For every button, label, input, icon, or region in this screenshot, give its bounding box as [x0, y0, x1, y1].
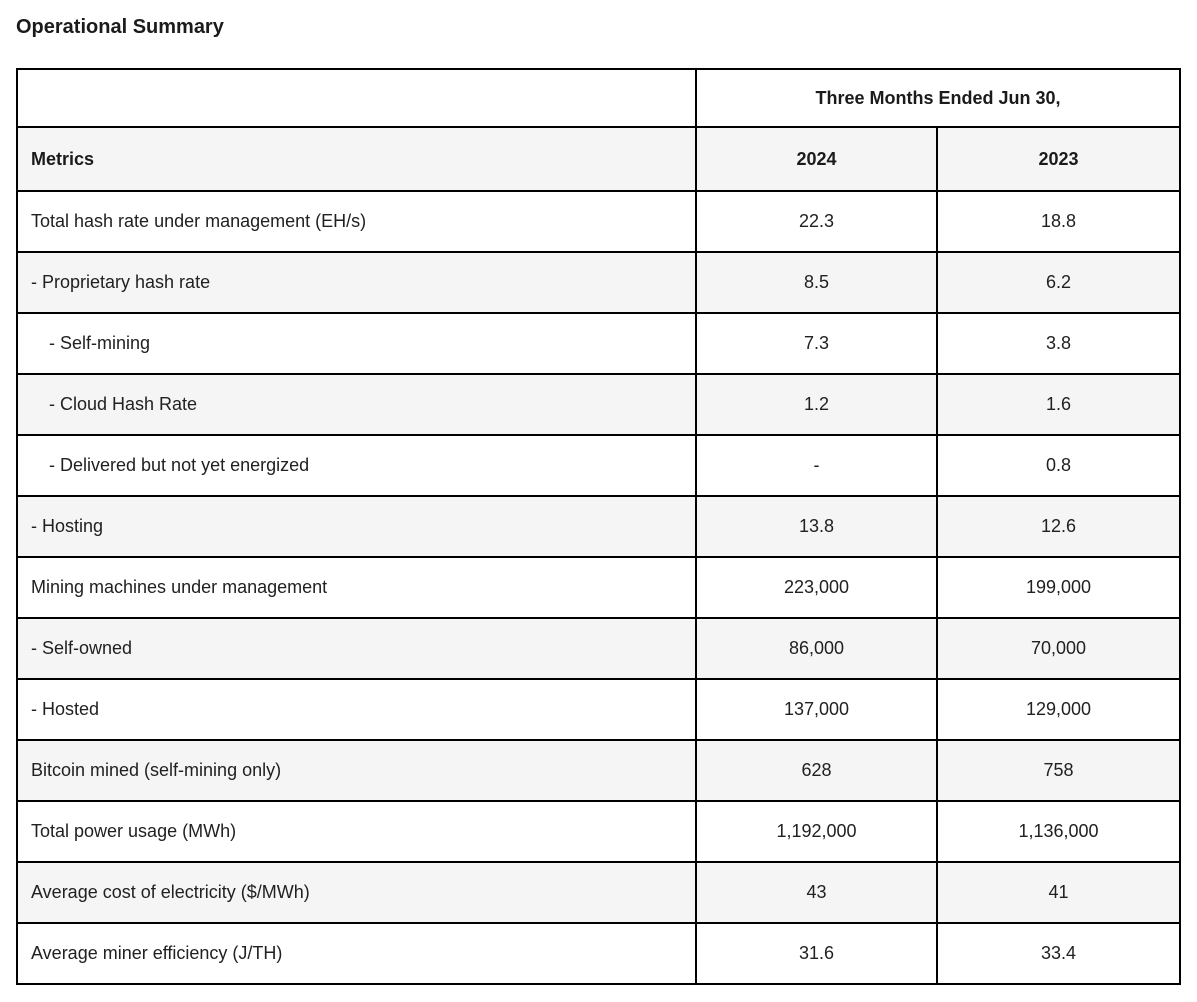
metric-label-cell: Average miner efficiency (J/TH): [16, 922, 697, 985]
value-2024-cell: -: [695, 434, 938, 497]
value-2024-cell: 137,000: [695, 678, 938, 741]
value-2023-cell: 199,000: [936, 556, 1181, 619]
table-row: Bitcoin mined (self-mining only) 628 758: [16, 739, 1181, 802]
table-row: Mining machines under management 223,000 1…: [16, 556, 1181, 619]
table-row: Total power usage (MWh) 1,192,000 1,136,00…: [16, 800, 1181, 863]
column-header-metrics: Metrics: [16, 126, 697, 192]
metric-label-cell: Total hash rate under management (EH/s): [16, 190, 697, 253]
value-2024-cell: 8.5: [695, 251, 938, 314]
table-row: - Proprietary hash rate 8.5 6.2: [16, 251, 1181, 314]
value-2023-cell: 18.8: [936, 190, 1181, 253]
table-row: Average cost of electricity ($/MWh) 43 41: [16, 861, 1181, 924]
value-2024-cell: 1,192,000: [695, 800, 938, 863]
value-2023-cell: 3.8: [936, 312, 1181, 375]
table-body: Total hash rate under management (EH/s) 2…: [16, 190, 1181, 985]
operational-summary-table: Three Months Ended Jun 30, Metrics 2024 …: [16, 68, 1181, 985]
value-2023-cell: 1,136,000: [936, 800, 1181, 863]
header-row-columns: Metrics 2024 2023: [16, 126, 1181, 192]
value-2024-cell: 86,000: [695, 617, 938, 680]
table-row: - Cloud Hash Rate 1.2 1.6: [16, 373, 1181, 436]
value-2024-cell: 31.6: [695, 922, 938, 985]
table-row: Average miner efficiency (J/TH) 31.6 33.4: [16, 922, 1181, 985]
metric-label-cell: - Delivered but not yet energized: [16, 434, 697, 497]
table-row: - Self-owned 86,000 70,000: [16, 617, 1181, 680]
metric-label-cell: Bitcoin mined (self-mining only): [16, 739, 697, 802]
column-header-2024: 2024: [695, 126, 938, 192]
table-row: - Hosted 137,000 129,000: [16, 678, 1181, 741]
value-2023-cell: 6.2: [936, 251, 1181, 314]
metric-label-cell: - Self-mining: [16, 312, 697, 375]
table-row: - Hosting 13.8 12.6: [16, 495, 1181, 558]
metric-label-cell: Average cost of electricity ($/MWh): [16, 861, 697, 924]
value-2024-cell: 13.8: [695, 495, 938, 558]
value-2023-cell: 41: [936, 861, 1181, 924]
table-row: - Self-mining 7.3 3.8: [16, 312, 1181, 375]
column-header-2023: 2023: [936, 126, 1181, 192]
value-2023-cell: 0.8: [936, 434, 1181, 497]
table-row: - Delivered but not yet energized -0.8: [16, 434, 1181, 497]
value-2023-cell: 1.6: [936, 373, 1181, 436]
value-2024-cell: 43: [695, 861, 938, 924]
value-2024-cell: 628: [695, 739, 938, 802]
value-2023-cell: 758: [936, 739, 1181, 802]
value-2023-cell: 33.4: [936, 922, 1181, 985]
value-2023-cell: 12.6: [936, 495, 1181, 558]
metric-label-cell: - Self-owned: [16, 617, 697, 680]
header-empty-cell: [16, 68, 697, 128]
value-2024-cell: 7.3: [695, 312, 938, 375]
metric-label-cell: - Hosting: [16, 495, 697, 558]
value-2023-cell: 70,000: [936, 617, 1181, 680]
table-header: Three Months Ended Jun 30, Metrics 2024 …: [16, 68, 1181, 192]
header-period-cell: Three Months Ended Jun 30,: [695, 68, 1181, 128]
value-2024-cell: 22.3: [695, 190, 938, 253]
metric-label-cell: Total power usage (MWh): [16, 800, 697, 863]
page-title: Operational Summary: [16, 16, 224, 38]
metric-label-cell: - Hosted: [16, 678, 697, 741]
metric-label-cell: Mining machines under management: [16, 556, 697, 619]
value-2024-cell: 223,000: [695, 556, 938, 619]
value-2024-cell: 1.2: [695, 373, 938, 436]
table-row: Total hash rate under management (EH/s) 2…: [16, 190, 1181, 253]
metric-label-cell: - Proprietary hash rate: [16, 251, 697, 314]
header-row-period: Three Months Ended Jun 30,: [16, 68, 1181, 128]
value-2023-cell: 129,000: [936, 678, 1181, 741]
metric-label-cell: - Cloud Hash Rate: [16, 373, 697, 436]
